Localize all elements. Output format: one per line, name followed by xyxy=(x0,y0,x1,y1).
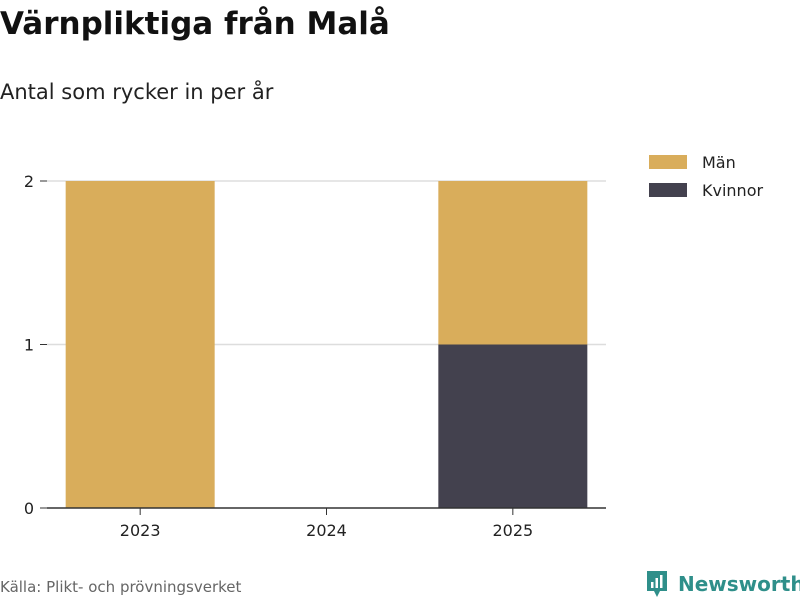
axes xyxy=(40,180,606,515)
legend-item-kvinnor: Kvinnor xyxy=(649,176,763,204)
bar-män-2025 xyxy=(438,181,588,345)
chart-title: Värnpliktiga från Malå xyxy=(0,6,390,42)
x-tick-label-2024: 2024 xyxy=(306,521,347,540)
brand: Newsworthy xyxy=(645,569,800,599)
source-note: Källa: Plikt- och prövningsverket xyxy=(0,578,242,596)
newsworthy-logo-icon xyxy=(647,571,667,597)
bar-kvinnor-2025 xyxy=(438,344,588,508)
chart-subtitle: Antal som rycker in per år xyxy=(0,80,274,104)
x-tick-label-2023: 2023 xyxy=(120,521,161,540)
bar-series xyxy=(65,181,588,508)
legend-swatch-kvinnor xyxy=(649,183,687,197)
legend-label-man: Män xyxy=(702,152,736,172)
legend-item-man: Män xyxy=(649,148,763,176)
x-tick-label-2025: 2025 xyxy=(492,521,533,540)
y-tick-label-1: 1 xyxy=(24,336,34,355)
legend-swatch-man xyxy=(649,155,687,169)
y-tick-label-2: 2 xyxy=(24,172,34,191)
brand-name: Newsworthy xyxy=(678,572,800,596)
legend: Män Kvinnor xyxy=(649,148,763,204)
y-tick-label-0: 0 xyxy=(24,499,34,518)
bar-män-2023 xyxy=(65,181,215,508)
legend-label-kvinnor: Kvinnor xyxy=(702,180,764,200)
tick-labels: 0 1 2 2023 2024 2025 xyxy=(24,172,533,540)
